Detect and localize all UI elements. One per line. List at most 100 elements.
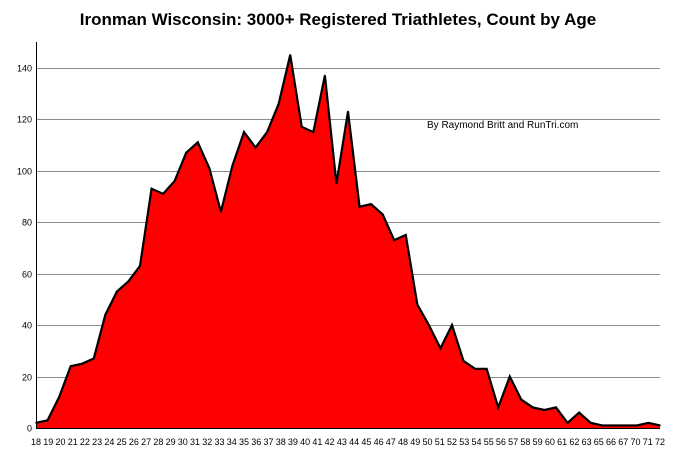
data-point (508, 375, 511, 378)
data-point (300, 126, 303, 128)
x-tick-label: 48 (398, 437, 408, 447)
data-point (104, 313, 107, 316)
x-tick-label: 30 (178, 437, 188, 447)
x-tick-label: 43 (337, 437, 347, 447)
data-point (612, 424, 615, 427)
x-tick-label: 55 (484, 437, 494, 447)
y-tick-label: 80 (22, 218, 32, 228)
data-point (254, 146, 257, 149)
data-point (555, 406, 557, 409)
x-axis: 18 19 20 21 22 23 24 25 26 27 28 29 30 31 32 33 34 35 36 37… (31, 428, 665, 447)
data-point (243, 131, 245, 133)
data-point (92, 357, 95, 360)
x-tick-label: 66 (606, 437, 616, 447)
x-tick-label: 44 (349, 437, 359, 447)
x-tick-label: 62 (569, 437, 579, 447)
data-point (370, 203, 372, 205)
x-tick-label: 65 (594, 437, 604, 447)
x-tick-label: 32 (202, 437, 212, 447)
data-point (589, 422, 592, 424)
x-tick-label: 29 (166, 437, 176, 447)
data-point (139, 265, 141, 267)
x-tick-label: 35 (239, 437, 249, 447)
x-tick-label: 41 (312, 437, 322, 447)
data-point (289, 54, 292, 56)
data-point (335, 182, 338, 185)
data-point (277, 102, 280, 105)
x-tick-label: 50 (423, 437, 433, 447)
x-tick-label: 47 (386, 437, 396, 447)
x-tick-label: 28 (153, 437, 163, 447)
y-tick-label: 140 (17, 64, 32, 74)
x-tick-label: 26 (129, 437, 139, 447)
data-point (439, 347, 442, 350)
x-tick-label: 45 (361, 437, 371, 447)
data-point (220, 211, 222, 213)
x-tick-label: 38 (276, 437, 286, 447)
x-tick-label: 22 (80, 437, 90, 447)
y-tick-label: 40 (22, 321, 32, 331)
data-point (462, 360, 465, 362)
data-point (520, 398, 523, 401)
data-point (393, 239, 396, 241)
x-tick-label: 70 (631, 437, 641, 447)
data-point (404, 234, 407, 236)
x-tick-label: 51 (435, 437, 445, 447)
x-tick-label: 27 (141, 437, 151, 447)
x-tick-label: 34 (227, 437, 237, 447)
x-tick-label: 53 (459, 437, 469, 447)
data-point (543, 409, 546, 411)
x-tick-label: 49 (410, 437, 420, 447)
y-axis: 0 20 40 60 80 100 120 140 (17, 42, 37, 434)
x-tick-label: 19 (43, 437, 53, 447)
x-tick-label: 71 (643, 437, 653, 447)
x-tick-label: 67 (618, 437, 628, 447)
data-point (428, 324, 430, 326)
y-tick-label: 60 (22, 270, 32, 280)
y-tick-label: 100 (17, 167, 32, 177)
x-tick-label: 23 (92, 437, 102, 447)
x-tick-label: 20 (55, 437, 65, 447)
data-point (566, 422, 569, 424)
x-tick-label: 59 (533, 437, 543, 447)
data-point (162, 193, 164, 195)
data-point (312, 131, 315, 133)
data-point (196, 141, 199, 144)
x-tick-label: 36 (251, 437, 261, 447)
data-point (58, 396, 60, 398)
plot-area (35, 54, 661, 429)
x-tick-label: 33 (215, 437, 225, 447)
x-tick-label: 24 (104, 437, 114, 447)
x-tick-label: 37 (263, 437, 273, 447)
data-point (127, 280, 130, 283)
data-point (497, 406, 500, 409)
data-point (451, 324, 453, 326)
x-tick-label: 40 (300, 437, 310, 447)
data-point (231, 164, 234, 167)
data-point (416, 303, 419, 306)
data-point (266, 131, 268, 133)
x-tick-label: 63 (582, 437, 592, 447)
data-point (578, 411, 580, 414)
data-point (150, 187, 153, 190)
x-tick-label: 39 (288, 437, 298, 447)
x-tick-label: 57 (508, 437, 518, 447)
data-point (69, 365, 72, 368)
data-point (347, 110, 349, 113)
data-point (647, 422, 650, 424)
chart-title: Ironman Wisconsin: 3000+ Registered Tria… (80, 10, 596, 29)
x-tick-label: 52 (447, 437, 457, 447)
data-point (185, 151, 188, 154)
data-point (601, 424, 604, 427)
x-tick-label: 42 (325, 437, 335, 447)
data-point (46, 419, 49, 422)
x-tick-label: 46 (374, 437, 384, 447)
data-point (116, 290, 118, 293)
data-point (324, 74, 326, 77)
x-tick-label: 18 (31, 437, 41, 447)
data-point (208, 167, 211, 169)
chart-annotation: By Raymond Britt and RunTri.com (427, 120, 578, 131)
x-tick-label: 72 (655, 437, 665, 447)
x-tick-label: 54 (471, 437, 481, 447)
data-point (381, 213, 384, 216)
